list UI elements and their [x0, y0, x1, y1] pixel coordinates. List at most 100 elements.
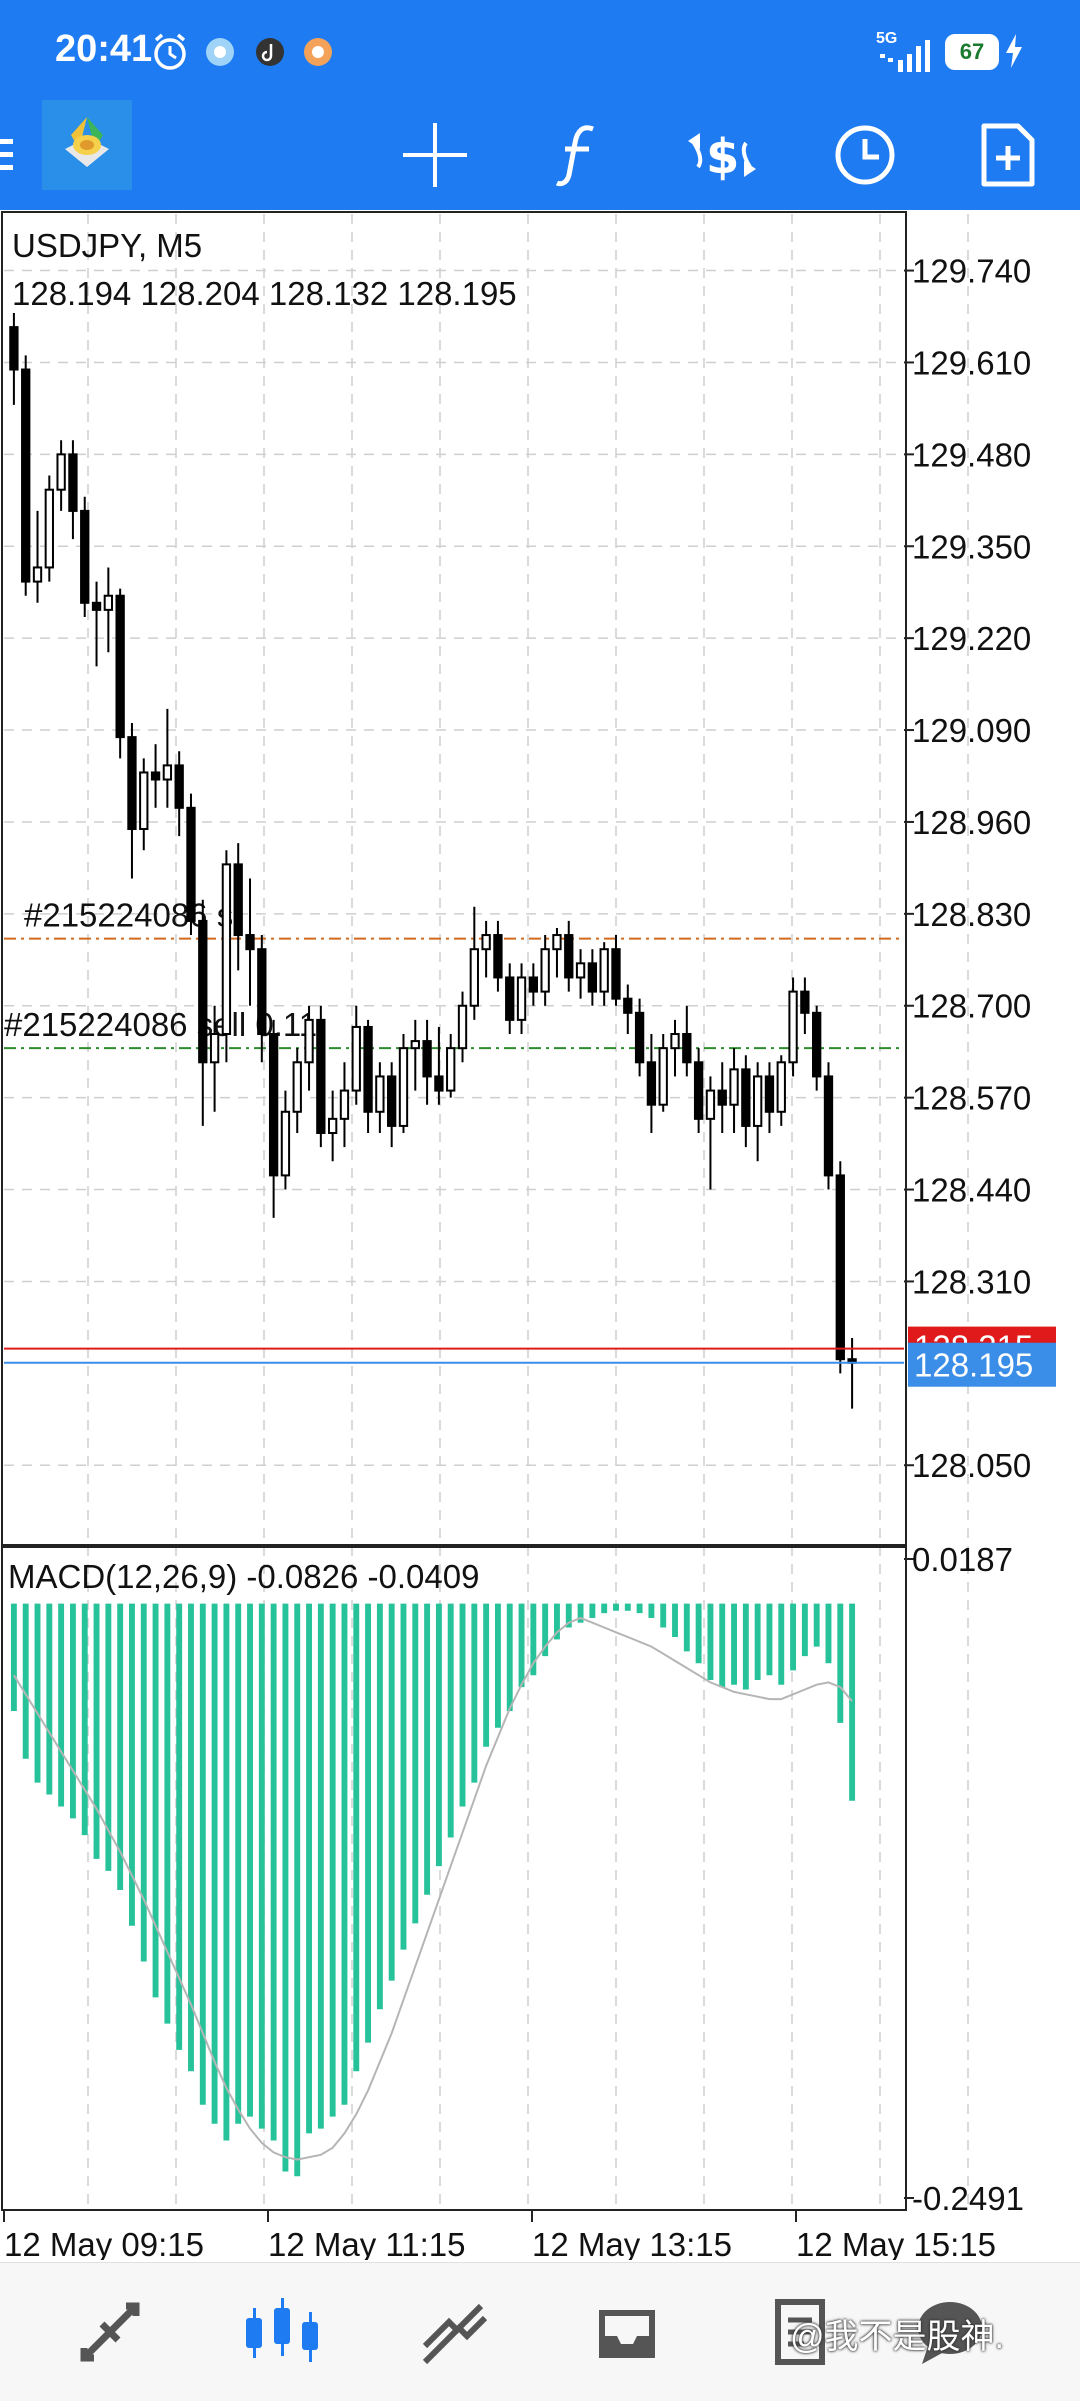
watermark-text: @我不是股神. [790, 2318, 1004, 2356]
nav-history[interactable] [557, 2263, 697, 2401]
candle-bear [115, 594, 125, 739]
candle-bull [540, 948, 550, 993]
candle-bear [693, 1061, 704, 1120]
candle-bear [528, 976, 539, 993]
crosshair-button[interactable] [380, 100, 490, 210]
macd-label: MACD(12,26,9) -0.0826 -0.0409 [8, 1558, 479, 1595]
price-tick-label: 128.310 [912, 1263, 1031, 1300]
candle-bear [127, 736, 137, 831]
candle-bull [552, 934, 562, 951]
candle-bull [351, 1025, 361, 1092]
candle-bear [835, 1174, 845, 1361]
price-tick-label: 128.700 [912, 988, 1031, 1025]
candle-bear [91, 601, 102, 611]
bottom-navigation: @我不是股神. [0, 2262, 1080, 2401]
time-tick-label: 12 May 09:15 [4, 2226, 204, 2260]
candle-bull [776, 1061, 786, 1113]
menu-icon [0, 139, 13, 170]
indicators-button[interactable] [523, 100, 633, 210]
macd-axis: 0.0187 -0.2491 [904, 1541, 1024, 2217]
candle-bull [209, 1033, 220, 1064]
candle-bull [398, 1047, 409, 1127]
new-order-button[interactable] [953, 100, 1063, 210]
price-chart[interactable]: 129.740 129.610 129.480 129.350 129.220 129.0… [0, 210, 1080, 2260]
candle-bear [268, 1033, 279, 1177]
tiktok-icon [256, 38, 284, 66]
candle-bull [752, 1075, 763, 1127]
candle-bull [221, 863, 232, 1036]
order-lines: #215224086 sl#215224086 sell 0.11 [4, 897, 900, 1050]
nav-trade[interactable] [385, 2263, 525, 2401]
candle-bear [741, 1068, 751, 1127]
nav-quotes[interactable] [40, 2263, 180, 2401]
menu-button[interactable] [0, 100, 30, 210]
chat-icon [918, 2302, 982, 2364]
price-tick-label: 128.830 [912, 896, 1031, 933]
candle-bear [682, 1033, 692, 1064]
status-time: 20:41 [55, 28, 153, 70]
trade-button[interactable]: $ [667, 100, 777, 210]
candle-bear [387, 1075, 397, 1127]
nav-chart[interactable] [212, 2263, 352, 2401]
time-axis: 12 May 09:15 12 May 11:15 12 May 13:15 12 M… [3, 2210, 996, 2260]
period-button[interactable] [810, 100, 920, 210]
candle-bear [800, 990, 810, 1014]
candle-bear [174, 764, 184, 809]
time-tick-label: 12 May 15:15 [796, 2226, 996, 2260]
macd-signal-line [13, 1616, 853, 2161]
alarm-icon [154, 33, 186, 70]
chart-toolbar: $ [0, 100, 1080, 210]
indicators-icon [555, 125, 594, 187]
candle-bear [564, 934, 574, 979]
candle-bear [717, 1089, 727, 1106]
nav-messages[interactable] [880, 2263, 1020, 2401]
candle-bear [646, 1061, 657, 1106]
candle-bear [764, 1075, 775, 1113]
bid-ask-lines: 128.215128.195 [4, 1326, 1056, 1387]
app-logo[interactable] [42, 100, 132, 190]
candle-bull [481, 934, 491, 951]
candle-bull [705, 1089, 716, 1120]
price-tick-label: 129.610 [912, 344, 1031, 381]
clock-icon [835, 125, 895, 185]
battery-indicator: 67 [945, 34, 999, 70]
candle-bear [186, 806, 196, 922]
inbox-icon [599, 2310, 655, 2358]
macd-tick-label: 0.0187 [912, 1541, 1013, 1578]
price-tick-label: 128.050 [912, 1447, 1031, 1484]
candle-bull [162, 764, 173, 781]
candle-bear [150, 771, 161, 781]
candle-bear [257, 948, 267, 1036]
candle-bull [469, 948, 479, 1007]
status-bar: 20:41 5G 67 [0, 0, 1080, 100]
macd-tick-label: -0.2491 [912, 2180, 1024, 2217]
trade-chart-icon [422, 2303, 488, 2365]
candle-bear [422, 1040, 432, 1078]
macd-histogram [10, 1603, 856, 2177]
metatrader-logo [65, 117, 109, 167]
signal-icon [880, 40, 930, 72]
price-tick-label: 129.480 [912, 436, 1031, 473]
svg-text:$: $ [706, 129, 739, 185]
candle-bear [823, 1075, 834, 1177]
price-tick-label: 128.570 [912, 1080, 1031, 1117]
candle-bull [516, 976, 527, 1021]
candle-bear [434, 1075, 444, 1092]
price-tick-label: 129.740 [912, 253, 1031, 290]
bid-price-box [908, 1342, 1056, 1387]
candlesticks [9, 312, 857, 1409]
symbol-label: USDJPY, M5 [12, 227, 202, 264]
candle-bear [634, 1011, 645, 1064]
candle-bear [623, 997, 633, 1014]
price-tick-label: 128.440 [912, 1172, 1031, 1209]
candle-bull [670, 1033, 680, 1050]
candle-bull [327, 1117, 338, 1134]
candle-bear [505, 976, 515, 1021]
trade-icon: $ [688, 129, 756, 185]
price-axis: 129.740 129.610 129.480 129.350 129.220 129.0… [904, 253, 1031, 1484]
candle-bull [103, 594, 114, 611]
journal-icon [775, 2299, 825, 2365]
network-label: 5G [876, 30, 898, 47]
nav-journal[interactable] [730, 2263, 870, 2401]
candle-bull [304, 1018, 314, 1064]
